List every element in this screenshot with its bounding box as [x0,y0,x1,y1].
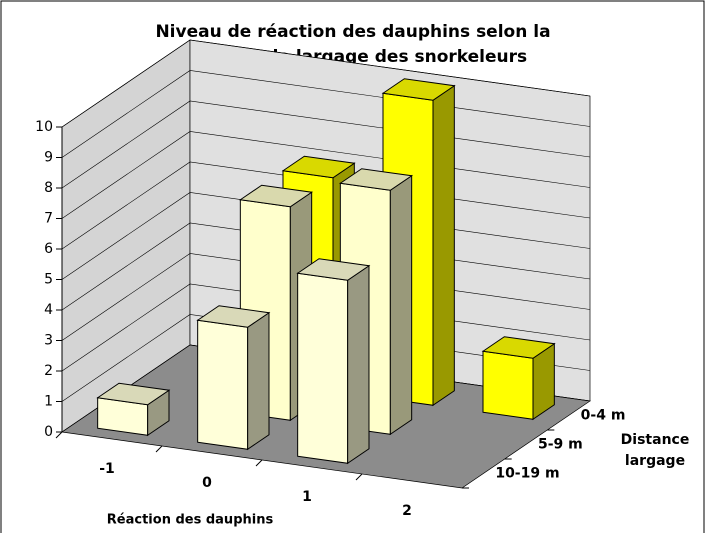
bar-side [247,311,270,451]
y-tick-label: 9 [44,150,53,166]
x-axis-title: Réaction des dauphins [107,513,274,528]
y-tick-label: 5 [44,272,53,288]
bar-side [389,174,413,436]
bar-side [347,264,370,465]
y-tick-label: 8 [44,180,53,196]
y-tick-label: 6 [44,241,53,257]
grid-line [61,314,591,402]
grid-line [61,39,591,128]
x-tick-label: 2 [402,503,412,519]
grid-line [61,161,591,250]
z-tick-label: 10-19 m [495,466,559,482]
grid-line [61,253,591,341]
bar [196,305,271,451]
z-tick-label: 5-9 m [538,437,583,453]
x-tick [155,445,163,453]
z-tick-label: 0-4 m [581,408,626,424]
bar-top [96,382,171,406]
grid-line [61,70,591,158]
chart-title-line: Niveau de réaction des dauphins selon la [155,22,550,42]
x-tick-label: -1 [99,461,115,477]
bar-top [296,258,371,281]
bar [481,336,556,421]
y-tick-label: 2 [44,363,53,379]
y-tick-label: 3 [44,333,53,349]
bar-top [281,155,356,179]
grid-line [61,222,591,311]
x-tick [255,459,263,467]
bar-top [196,305,271,328]
bar [96,382,171,437]
x-tick [355,473,363,481]
bar-front [297,272,349,464]
z-axis-title-line: largage [625,453,685,469]
z-axis-title-line: Distance [621,432,690,448]
y-tick-label: 4 [44,302,53,318]
grid-line [61,283,591,372]
grid-line [61,100,591,189]
bar-front [482,350,534,420]
grid-line [61,192,591,280]
y-tick-label: 0 [44,424,53,440]
bar-top [338,168,414,191]
bar-side [432,84,455,407]
y-tick-label: 1 [44,394,53,410]
y-tick-label: 10 [35,119,53,135]
x-tick-label: 1 [302,489,312,505]
bar-front [197,319,249,450]
bar [296,258,371,465]
x-tick-label: 0 [202,475,212,491]
grid-line [61,131,591,219]
x-tick [55,431,63,439]
bar-top [481,336,556,359]
y-tick-label: 7 [44,211,53,227]
bar-top [381,78,456,101]
bar-top [238,184,314,208]
